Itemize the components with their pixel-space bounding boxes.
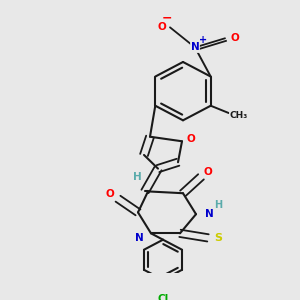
Text: O: O [231, 33, 239, 43]
Text: +: + [199, 35, 207, 45]
Text: −: − [162, 12, 172, 25]
Text: O: O [106, 189, 114, 199]
Text: Cl: Cl [158, 294, 169, 300]
Text: H: H [214, 200, 222, 210]
Text: S: S [214, 233, 222, 243]
Text: N: N [205, 209, 213, 219]
Text: CH₃: CH₃ [230, 111, 248, 120]
Text: H: H [133, 172, 142, 182]
Text: N: N [135, 233, 143, 243]
Text: N: N [190, 42, 200, 52]
Text: O: O [204, 167, 212, 177]
Text: O: O [187, 134, 195, 143]
Text: O: O [158, 22, 166, 32]
